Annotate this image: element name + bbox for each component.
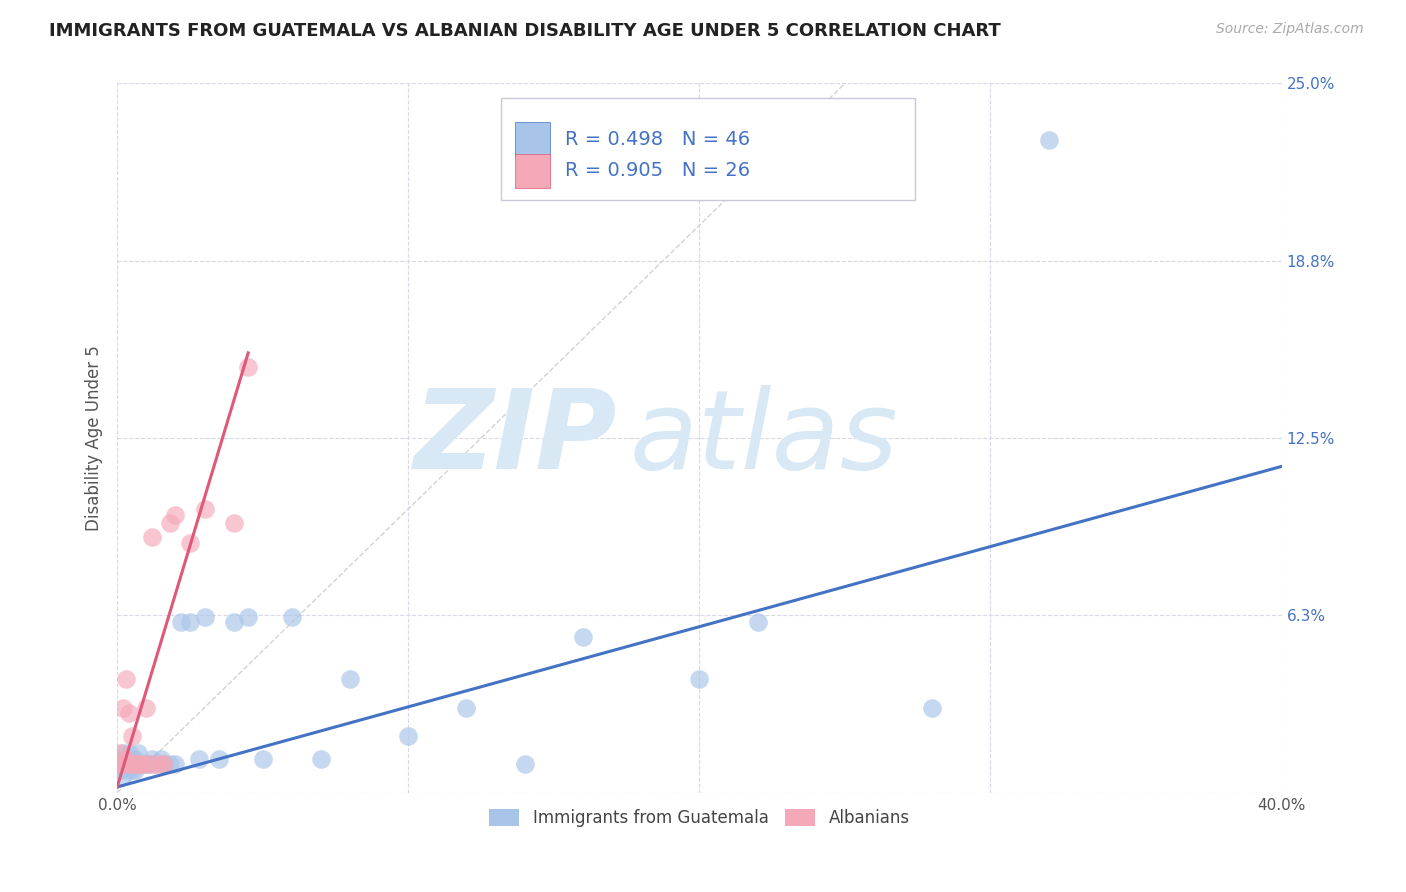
Point [124,757,146,772]
Point [165,508,187,522]
Point [118,746,141,760]
Point [222,516,245,530]
Point [138,757,160,772]
Point [193,609,215,624]
Point [124,763,146,777]
Point [143,757,166,772]
FancyBboxPatch shape [516,122,550,156]
Point [281,609,304,624]
Point [309,751,332,765]
Point [118,757,141,772]
Point [238,360,260,375]
Point [141,751,163,765]
Point [115,763,138,777]
Point [108,763,131,777]
Point [132,757,155,772]
Point [115,672,138,686]
Point [129,757,152,772]
Point [111,757,134,772]
Point [111,757,134,772]
Point [179,536,201,550]
Point [193,502,215,516]
Point [252,751,274,765]
Point [111,769,134,783]
Point [118,706,141,721]
Text: IMMIGRANTS FROM GUATEMALA VS ALBANIAN DISABILITY AGE UNDER 5 CORRELATION CHART: IMMIGRANTS FROM GUATEMALA VS ALBANIAN DI… [49,22,1001,40]
Point [138,757,160,772]
Point [135,757,157,772]
Point [170,615,193,630]
Point [339,672,361,686]
Text: ZIP: ZIP [415,384,617,491]
Point [159,516,181,530]
Text: R = 0.905   N = 26: R = 0.905 N = 26 [565,161,751,180]
Point [222,615,245,630]
Point [159,757,181,772]
Point [121,763,143,777]
Text: atlas: atlas [630,384,898,491]
Point [108,751,131,765]
Point [108,746,131,760]
Text: Source: ZipAtlas.com: Source: ZipAtlas.com [1216,22,1364,37]
Point [572,630,595,644]
Point [111,746,134,760]
Point [513,757,536,772]
Point [124,751,146,765]
Point [149,757,172,772]
Point [115,757,138,772]
Point [108,757,131,772]
Point [688,672,710,686]
Point [921,700,943,714]
Point [747,615,769,630]
Point [149,751,172,765]
Point [127,757,149,772]
Point [135,700,157,714]
Point [108,757,131,772]
Point [141,530,163,544]
Point [127,746,149,760]
Point [396,729,419,743]
Point [143,757,166,772]
Point [127,757,149,772]
Point [179,615,201,630]
Y-axis label: Disability Age Under 5: Disability Age Under 5 [86,345,103,531]
Point [129,757,152,772]
Point [115,751,138,765]
Point [152,757,174,772]
Point [238,609,260,624]
Point [165,757,187,772]
Point [121,757,143,772]
FancyBboxPatch shape [516,153,550,187]
Point [132,757,155,772]
Point [1038,133,1060,147]
Point [121,729,143,743]
Text: R = 0.498   N = 46: R = 0.498 N = 46 [565,130,751,149]
FancyBboxPatch shape [502,97,915,201]
Point [152,757,174,772]
Point [118,757,141,772]
Point [456,700,478,714]
Point [187,751,209,765]
Point [111,700,134,714]
Point [208,751,231,765]
Point [115,751,138,765]
Legend: Immigrants from Guatemala, Albanians: Immigrants from Guatemala, Albanians [482,803,917,834]
Point [121,751,143,765]
